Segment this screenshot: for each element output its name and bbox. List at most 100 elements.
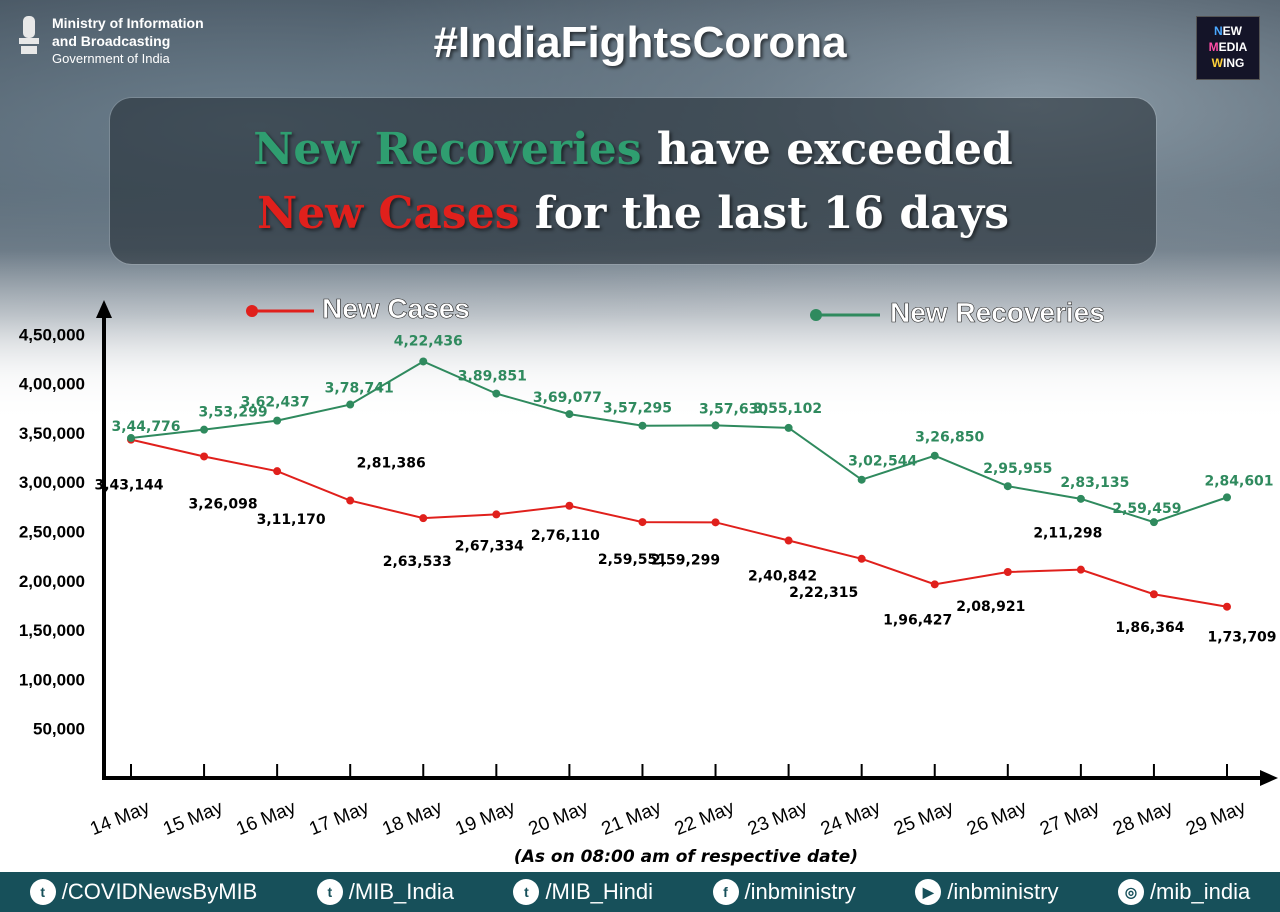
y-tick-label: 50,000	[33, 720, 85, 739]
logo-letter-w: W	[1211, 56, 1223, 70]
data-label: 2,63,533	[383, 554, 452, 570]
ministry-branding: Ministry of Information and Broadcasting…	[14, 14, 204, 68]
data-point	[1149, 518, 1158, 527]
data-label: 3,26,850	[915, 430, 984, 446]
data-point	[711, 518, 720, 527]
data-point	[127, 434, 135, 443]
data-point	[273, 416, 282, 425]
data-point	[200, 452, 209, 461]
data-point	[492, 389, 501, 398]
x-tick-label: 17 May	[306, 797, 372, 840]
data-label: 2,67,334	[455, 538, 524, 554]
facebook-icon: f	[712, 879, 739, 905]
x-axis-arrow	[1260, 770, 1278, 786]
data-point	[346, 496, 355, 505]
data-label: 2,22,315	[789, 585, 858, 601]
y-tick-label: 2,00,000	[19, 572, 85, 591]
data-label: 2,84,601	[1204, 473, 1273, 489]
social-link-facebook[interactable]: f/inbministry	[712, 879, 856, 905]
hashtag-title: #IndiaFightsCorona	[433, 18, 847, 67]
social-link-twitter[interactable]: t/MIB_India	[316, 879, 454, 905]
banner-fade	[0, 250, 1280, 430]
x-tick-label: 20 May	[526, 797, 592, 840]
y-tick-label: 1,00,000	[19, 670, 85, 689]
data-point	[1149, 590, 1158, 599]
logo-line3: WING	[1197, 55, 1259, 71]
data-label: 3,53,299	[199, 405, 268, 421]
data-point	[784, 423, 793, 432]
y-tick-label: 4,00,000	[19, 375, 85, 394]
y-tick-label: 2,50,000	[19, 523, 85, 542]
data-point	[930, 580, 939, 589]
data-point	[419, 357, 428, 366]
data-point	[1223, 602, 1231, 611]
data-point	[638, 421, 647, 430]
data-point	[492, 510, 501, 519]
data-point	[346, 400, 355, 409]
y-tick-label: 4,50,000	[19, 325, 85, 344]
data-label: 3,26,098	[189, 496, 258, 512]
headline-exceeded: have exceeded	[641, 124, 1013, 175]
x-tick-label: 18 May	[379, 797, 445, 840]
data-point	[419, 514, 428, 523]
national-emblem-icon	[19, 16, 39, 54]
data-point	[1003, 568, 1012, 577]
youtube-icon: ▶	[915, 879, 942, 905]
legend-new-cases-label: New Cases	[322, 293, 470, 324]
series-line-new-recoveries	[130, 360, 1228, 524]
social-link-instagram[interactable]: ◎/mib_india	[1117, 879, 1251, 905]
headline-recoveries: New Recoveries	[253, 124, 642, 175]
logo-text-ew: EW	[1222, 24, 1242, 38]
x-tick-label: 14 May	[87, 797, 153, 840]
twitter-icon: t	[316, 879, 343, 905]
data-label: 2,11,298	[1033, 526, 1102, 542]
x-tick-label: 27 May	[1037, 797, 1103, 840]
x-tick-label: 15 May	[160, 797, 226, 840]
headline-line2: New Cases for the last 16 days	[110, 188, 1156, 239]
data-label: 3,62,437	[241, 395, 310, 411]
data-label: 3,02,544	[848, 454, 917, 470]
data-label: 2,81,386	[357, 456, 426, 472]
social-link-twitter[interactable]: t/COVIDNewsByMIB	[29, 879, 257, 905]
y-tick-label: 1,50,000	[19, 621, 85, 640]
twitter-icon: t	[29, 879, 56, 905]
x-tick-label: 22 May	[672, 797, 738, 840]
y-tick-label: 3,50,000	[19, 424, 85, 443]
twitter-icon: t	[513, 879, 540, 905]
x-tick-label: 29 May	[1183, 797, 1249, 840]
legend-new-recoveries-marker	[810, 309, 822, 321]
new-media-wing-logo: NEW MEDIA WING	[1196, 16, 1260, 80]
data-point	[565, 410, 574, 419]
headline-cases: New Cases	[256, 188, 520, 239]
social-footer: t/COVIDNewsByMIB t/MIB_India t/MIB_Hindi f /…	[0, 872, 1280, 912]
social-link-youtube[interactable]: ▶/inbministry	[915, 879, 1058, 905]
data-point	[711, 421, 720, 430]
government-label: Government of India	[52, 51, 170, 66]
logo-text-ing: ING	[1222, 56, 1245, 70]
legend-new-recoveries-label: New Recoveries	[890, 297, 1105, 328]
social-handle: /inbministry	[744, 879, 856, 904]
data-label: 3,78,741	[325, 381, 394, 397]
data-label: 3,43,144	[94, 478, 163, 494]
data-label: 3,55,102	[753, 401, 822, 417]
y-tick-label: 3,00,000	[19, 473, 85, 492]
data-point	[784, 536, 793, 545]
social-handle: /MIB_India	[348, 879, 454, 904]
data-point	[930, 451, 939, 460]
chart-note: (As on 08:00 am of respective date)	[514, 847, 858, 867]
data-label: 2,59,299	[651, 552, 720, 568]
x-tick-label: 16 May	[233, 797, 299, 840]
data-label: 3,89,851	[458, 369, 527, 385]
data-label: 3,11,170	[257, 512, 326, 528]
social-link-twitter[interactable]: t/MIB_Hindi	[513, 879, 653, 905]
data-label: 1,96,427	[883, 612, 952, 628]
logo-letter-n: N	[1213, 24, 1223, 38]
social-handle: /mib_india	[1149, 879, 1251, 904]
x-tick-label: 25 May	[891, 797, 957, 840]
logo-letter-m: M	[1208, 40, 1219, 54]
data-label: 2,76,110	[531, 528, 600, 544]
ministry-name-line1: Ministry of Information	[52, 15, 204, 31]
logo-line2: MEDIA	[1197, 39, 1259, 55]
ministry-text: Ministry of Information and Broadcasting…	[52, 14, 204, 68]
data-label: 3,44,776	[111, 419, 180, 435]
